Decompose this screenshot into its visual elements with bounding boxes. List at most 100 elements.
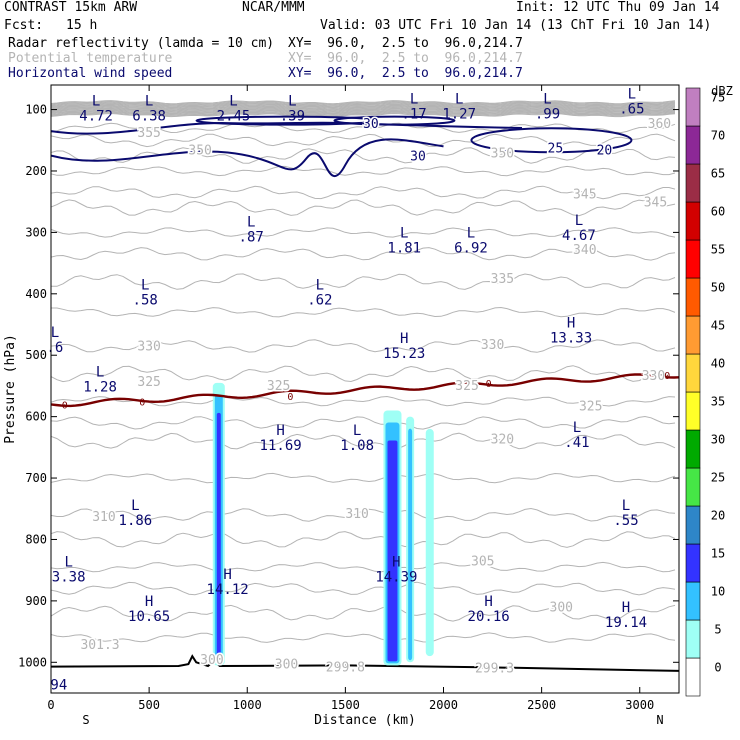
extremum-value: 1.86 — [119, 513, 153, 529]
theta-contour-label: 330 — [481, 338, 504, 353]
colorbar-swatch — [685, 619, 701, 659]
extremum-value: .99 — [535, 106, 560, 122]
theta-contour — [51, 112, 676, 117]
extremum-marker: L — [628, 87, 636, 103]
colorbar-swatch — [685, 581, 701, 621]
extremum-marker: L — [96, 365, 104, 381]
extremum-marker: L — [575, 213, 583, 229]
colorbar-label: 10 — [711, 584, 725, 598]
colorbar-title: dBZ — [711, 84, 733, 98]
extremum-marker: L — [141, 278, 149, 294]
theta-contour — [51, 110, 676, 115]
zero-dbz-label: 0 — [664, 371, 670, 382]
extremum-value: 14.39 — [375, 569, 417, 585]
x-tick-label: 0 — [47, 698, 54, 712]
x-tick-label: 1500 — [331, 698, 360, 712]
y-tick-label: 600 — [25, 410, 47, 424]
theta-contour — [51, 165, 676, 177]
extremum-value: 4.67 — [562, 228, 596, 244]
colorbar-swatch — [685, 163, 701, 203]
reflectivity-cell-10dbz — [408, 428, 413, 661]
extremum-marker: L — [573, 420, 581, 436]
extremum-value: .55 — [613, 513, 638, 529]
theta-contour — [51, 105, 676, 110]
colorbar-label: 0 — [714, 660, 721, 674]
extremum-value: 1.28 — [83, 380, 117, 396]
init-time: Init: 12 UTC Thu 09 Jan 14 — [516, 0, 720, 15]
theta-contour-label: 330 — [642, 369, 665, 384]
theta-contour — [51, 306, 676, 318]
theta-contour — [51, 109, 676, 114]
theta-contour-label: 340 — [573, 243, 596, 258]
extremum-value: 1.08 — [340, 438, 374, 454]
extremum-marker: L — [288, 93, 296, 109]
reflectivity-cell-15dbz — [387, 440, 398, 662]
colorbar-label: 50 — [711, 280, 725, 294]
colorbar-label: 25 — [711, 470, 725, 484]
theta-contour-label: 310 — [345, 507, 368, 522]
theta-contour — [51, 432, 676, 450]
colorbar-swatch — [685, 543, 701, 583]
wind-contour — [470, 127, 633, 154]
extremum-value: .39 — [280, 108, 305, 124]
field-xy-wind: XY= 96.0, 2.5 to 96.0,214.7 — [288, 66, 523, 81]
extremum-marker: L — [543, 91, 551, 107]
y-tick-label: 500 — [25, 348, 47, 362]
colorbar-label: 35 — [711, 394, 725, 408]
colorbar-label: 55 — [711, 242, 725, 256]
theta-contour — [51, 102, 676, 107]
extremum-marker: L — [622, 498, 630, 514]
extremum-value: 1.81 — [387, 240, 421, 256]
y-axis-label: Pressure (hPa) — [3, 334, 18, 444]
theta-contour-label: 299.3 — [475, 662, 514, 677]
theta-contour-label: 330 — [137, 339, 160, 354]
extremum-marker: L — [400, 225, 408, 241]
field-name-reflectivity: Radar reflectivity (lamda = 10 cm) — [8, 36, 275, 51]
colorbar-label: 70 — [711, 128, 725, 142]
reflectivity-cell-5dbz — [425, 428, 434, 657]
wind-contour — [333, 115, 456, 126]
extremum-value: .58 — [133, 293, 158, 309]
y-tick-label: 200 — [25, 164, 47, 178]
wind-contour-label: 30 — [410, 150, 426, 165]
x-tick-label: 2500 — [527, 698, 556, 712]
theta-contour — [51, 365, 676, 383]
y-tick-label: 900 — [25, 594, 47, 608]
theta-contour-label: 325 — [455, 379, 478, 394]
extremum-marker: L — [467, 225, 475, 241]
extremum-value: .41 — [564, 435, 589, 451]
extremum-value: .6 — [46, 340, 63, 356]
colorbar-swatch — [685, 467, 701, 507]
extremum-value: 94 — [50, 678, 67, 694]
extremum-value: 6.38 — [132, 108, 166, 124]
theta-contour — [51, 247, 676, 261]
extremum-value: 20.16 — [468, 609, 510, 625]
theta-contour — [51, 106, 676, 111]
wind-contour-label: 20 — [597, 143, 613, 158]
extremum-marker: L — [247, 214, 255, 230]
model-title: CONTRAST 15km ARW — [4, 0, 138, 15]
y-tick-label: 700 — [25, 471, 47, 485]
extremum-value: 19.14 — [605, 615, 647, 631]
theta-contour — [51, 531, 676, 548]
theta-contour — [51, 147, 676, 164]
extremum-marker: L — [64, 554, 72, 570]
colorbar-label: 40 — [711, 356, 725, 370]
wind-contour-label: 25 — [548, 142, 564, 157]
theta-contour-label: 350 — [491, 146, 514, 161]
colorbar-swatch — [685, 657, 701, 697]
x-axis-label: Distance (km) — [314, 713, 416, 728]
theta-contour — [51, 100, 676, 106]
extremum-marker: H — [276, 423, 284, 439]
extremum-marker: L — [316, 278, 324, 294]
extremum-marker: L — [145, 93, 153, 109]
y-tick-label: 400 — [25, 287, 47, 301]
theta-contour-label: 299.8 — [326, 661, 365, 676]
theta-contour — [51, 395, 676, 407]
north-label: N — [656, 713, 663, 727]
theta-contour — [51, 133, 676, 148]
field-name-theta: Potential temperature — [8, 51, 173, 66]
extremum-marker: H — [400, 331, 408, 347]
y-tick-label: 100 — [25, 103, 47, 117]
